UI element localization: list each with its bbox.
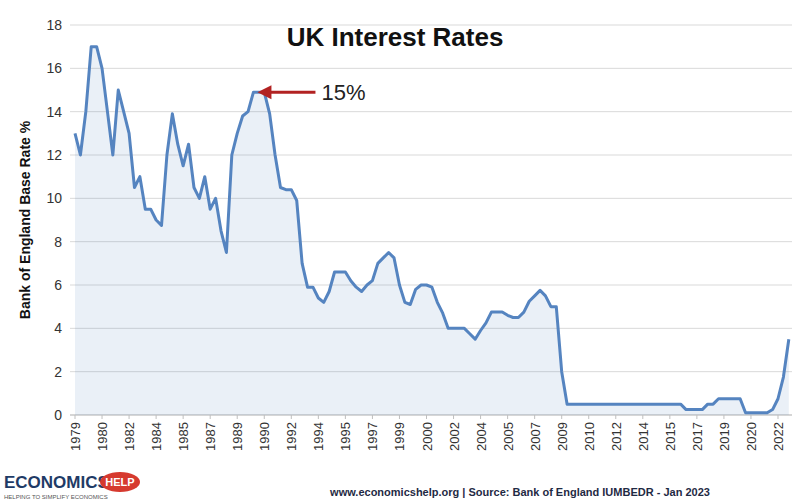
x-tick: [453, 415, 454, 419]
x-tick: [399, 415, 400, 419]
x-tick-label: 1992: [284, 422, 299, 451]
x-tick: [750, 415, 751, 419]
area: [75, 47, 789, 415]
x-tick-label: 2014: [636, 422, 651, 451]
x-tick: [345, 415, 346, 419]
x-tick: [183, 415, 184, 419]
logo-badge: HELP: [105, 476, 134, 488]
x-tick: [642, 415, 643, 419]
x-tick: [561, 415, 562, 419]
x-tick: [615, 415, 616, 419]
x-tick-label: 1979: [68, 422, 83, 451]
y-tick-label: 6: [54, 277, 62, 293]
x-tick-label: 2007: [528, 422, 543, 451]
x-tick: [696, 415, 697, 419]
x-tick-label: 2010: [582, 422, 597, 451]
x-tick: [426, 415, 427, 419]
y-tick-label: 18: [46, 17, 62, 33]
x-tick: [291, 415, 292, 419]
plot-area: [75, 47, 789, 415]
x-tick: [723, 415, 724, 419]
x-tick-label: 1984: [149, 422, 164, 451]
annotation-arrow: [269, 91, 315, 94]
x-tick-label: 1990: [257, 422, 272, 451]
x-tick-label: 2000: [420, 422, 435, 451]
x-tick: [210, 415, 211, 419]
x-tick-label: 1982: [122, 422, 137, 451]
x-tick-label: 1994: [311, 422, 326, 451]
x-tick: [669, 415, 670, 419]
x-tick-label: 1980: [95, 422, 110, 451]
x-tick-label: 2022: [771, 422, 786, 451]
logo: ECONOMICS: [4, 473, 109, 492]
x-tick-label: 2012: [609, 422, 624, 451]
y-tick-label: 0: [54, 407, 62, 423]
grid: [70, 25, 792, 415]
source: www.economicshelp.org | Source: Bank of …: [329, 486, 710, 498]
x-tick-label: 2020: [744, 422, 759, 451]
title: UK Interest Rates: [287, 22, 504, 52]
x-tick: [588, 415, 589, 419]
x-tick: [480, 415, 481, 419]
annotation: 15%: [321, 80, 365, 105]
x-tick: [75, 415, 76, 419]
x-tick-label: 2017: [690, 422, 705, 451]
y-tick-label: 12: [46, 147, 62, 163]
x-tick-label: 2004: [474, 422, 489, 451]
x-tick: [507, 415, 508, 419]
y-tick-label: 8: [54, 234, 62, 250]
x-tick-label: 2002: [447, 422, 462, 451]
tagline: HELPING TO SIMPLIFY ECONOMICS: [4, 494, 108, 500]
y-tick-label: 10: [46, 190, 62, 206]
grid-line: [70, 68, 792, 69]
annotation-arrowhead: [257, 85, 271, 99]
x-tick-label: 2009: [555, 422, 570, 451]
y-tick-label: 2: [54, 364, 62, 380]
x-tick: [534, 415, 535, 419]
x-tick: [129, 415, 130, 419]
x-tick-label: 1997: [365, 422, 380, 451]
y-tick-label: 14: [46, 104, 62, 120]
x-tick: [156, 415, 157, 419]
y-tick-label: 16: [46, 60, 62, 76]
x-tick-label: 1987: [203, 422, 218, 451]
x-tick-label: 2005: [501, 422, 516, 451]
x-tick-label: 1989: [230, 422, 245, 451]
y-axis-label: Bank of England Base Rate %: [17, 120, 33, 319]
grid-line: [70, 111, 792, 112]
x-tick: [372, 415, 373, 419]
x-tick: [318, 415, 319, 419]
x-tick-label: 2015: [663, 422, 678, 451]
logo-badge-shape: [100, 472, 140, 492]
chart: 0 2 4 6 8 10 12 14 16 18 1979 1980 1982 1984 1985 1987 1…: [0, 0, 800, 503]
x-tick: [237, 415, 238, 419]
x-tick: [102, 415, 103, 419]
x-tick-label: 1999: [392, 422, 407, 451]
x-tick: [264, 415, 265, 419]
x-tick-label: 2019: [717, 422, 732, 451]
y-tick-label: 4: [54, 320, 62, 336]
x-tick: [778, 415, 779, 419]
line: [75, 47, 789, 413]
x-tick-label: 1995: [338, 422, 353, 451]
x-tick-label: 1985: [176, 422, 191, 451]
